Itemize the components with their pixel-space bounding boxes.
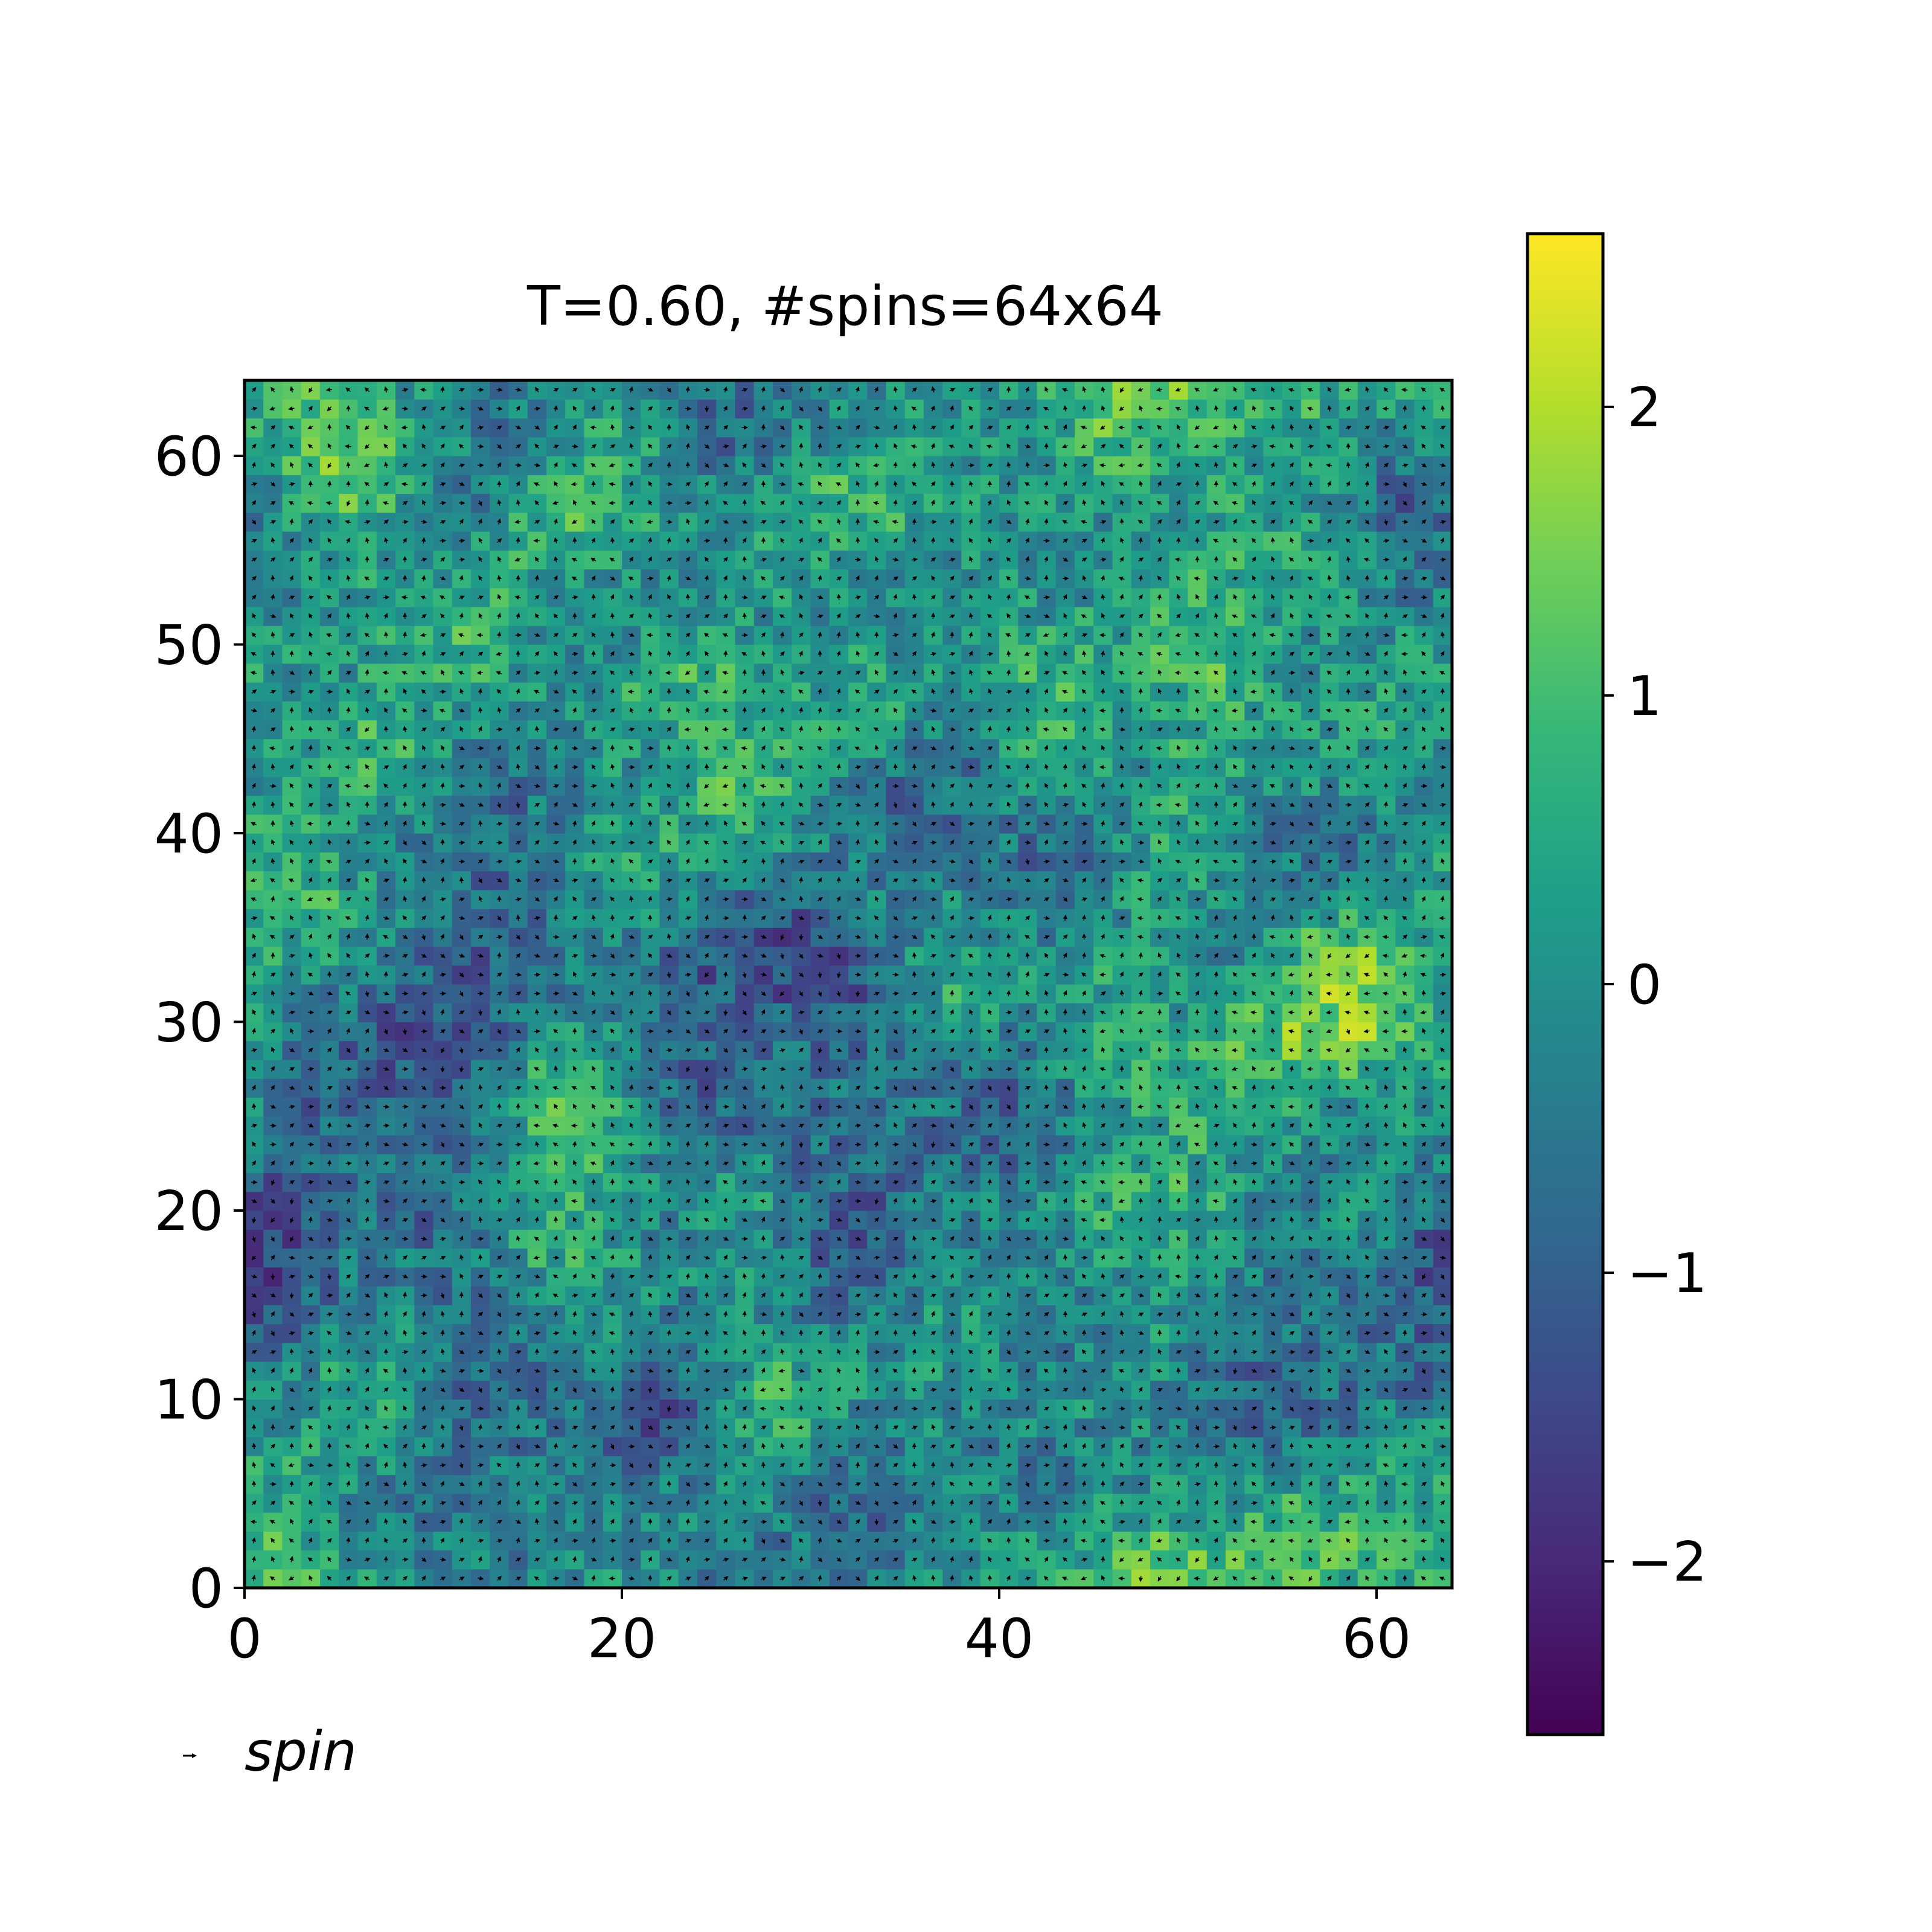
heatmap-cells [245,380,1453,1588]
chart-title: T=0.60, #spins=64x64 [526,275,1163,338]
